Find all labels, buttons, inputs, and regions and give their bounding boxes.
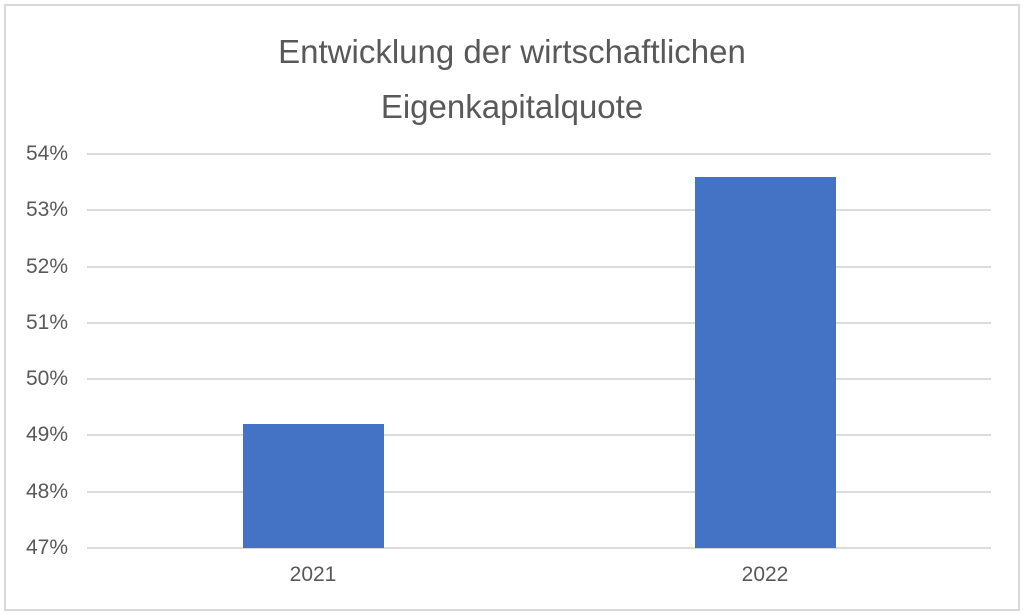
y-tick-label-54%: 54% xyxy=(25,142,68,165)
chart-title: Entwicklung der wirtschaftlichen Eigenka… xyxy=(0,24,1024,134)
chart-title-line-1: Entwicklung der wirtschaftlichen xyxy=(278,33,746,70)
x-tick-label-2022: 2022 xyxy=(741,563,789,586)
gridline-50% xyxy=(87,378,991,380)
gridline-48% xyxy=(87,491,991,493)
y-tick-label-47%: 47% xyxy=(25,536,68,559)
y-tick-label-51%: 51% xyxy=(25,311,68,334)
y-tick-label-49%: 49% xyxy=(25,423,68,446)
gridline-52% xyxy=(87,266,991,268)
bar-2021 xyxy=(243,424,384,548)
y-axis-tick-labels: 47% 48% 49% 50% 51% 52% 53% 54% xyxy=(8,142,68,559)
chart-frame xyxy=(4,4,1020,611)
bar-2022 xyxy=(695,177,836,548)
gridline-49% xyxy=(87,434,991,436)
y-tick-label-53%: 53% xyxy=(25,198,68,221)
gridline-47% xyxy=(87,547,991,549)
x-axis-tick-labels: 2021 2022 xyxy=(87,562,991,590)
x-tick-label-2021: 2021 xyxy=(289,563,337,586)
chart-title-line-2: Eigenkapitalquote xyxy=(380,88,644,125)
gridline-53% xyxy=(87,209,991,211)
gridline-51% xyxy=(87,322,991,324)
y-tick-label-48%: 48% xyxy=(25,480,68,503)
gridline-54% xyxy=(87,153,991,155)
plot-area xyxy=(87,153,991,549)
y-tick-label-52%: 52% xyxy=(25,255,68,278)
y-tick-label-50%: 50% xyxy=(25,367,68,390)
